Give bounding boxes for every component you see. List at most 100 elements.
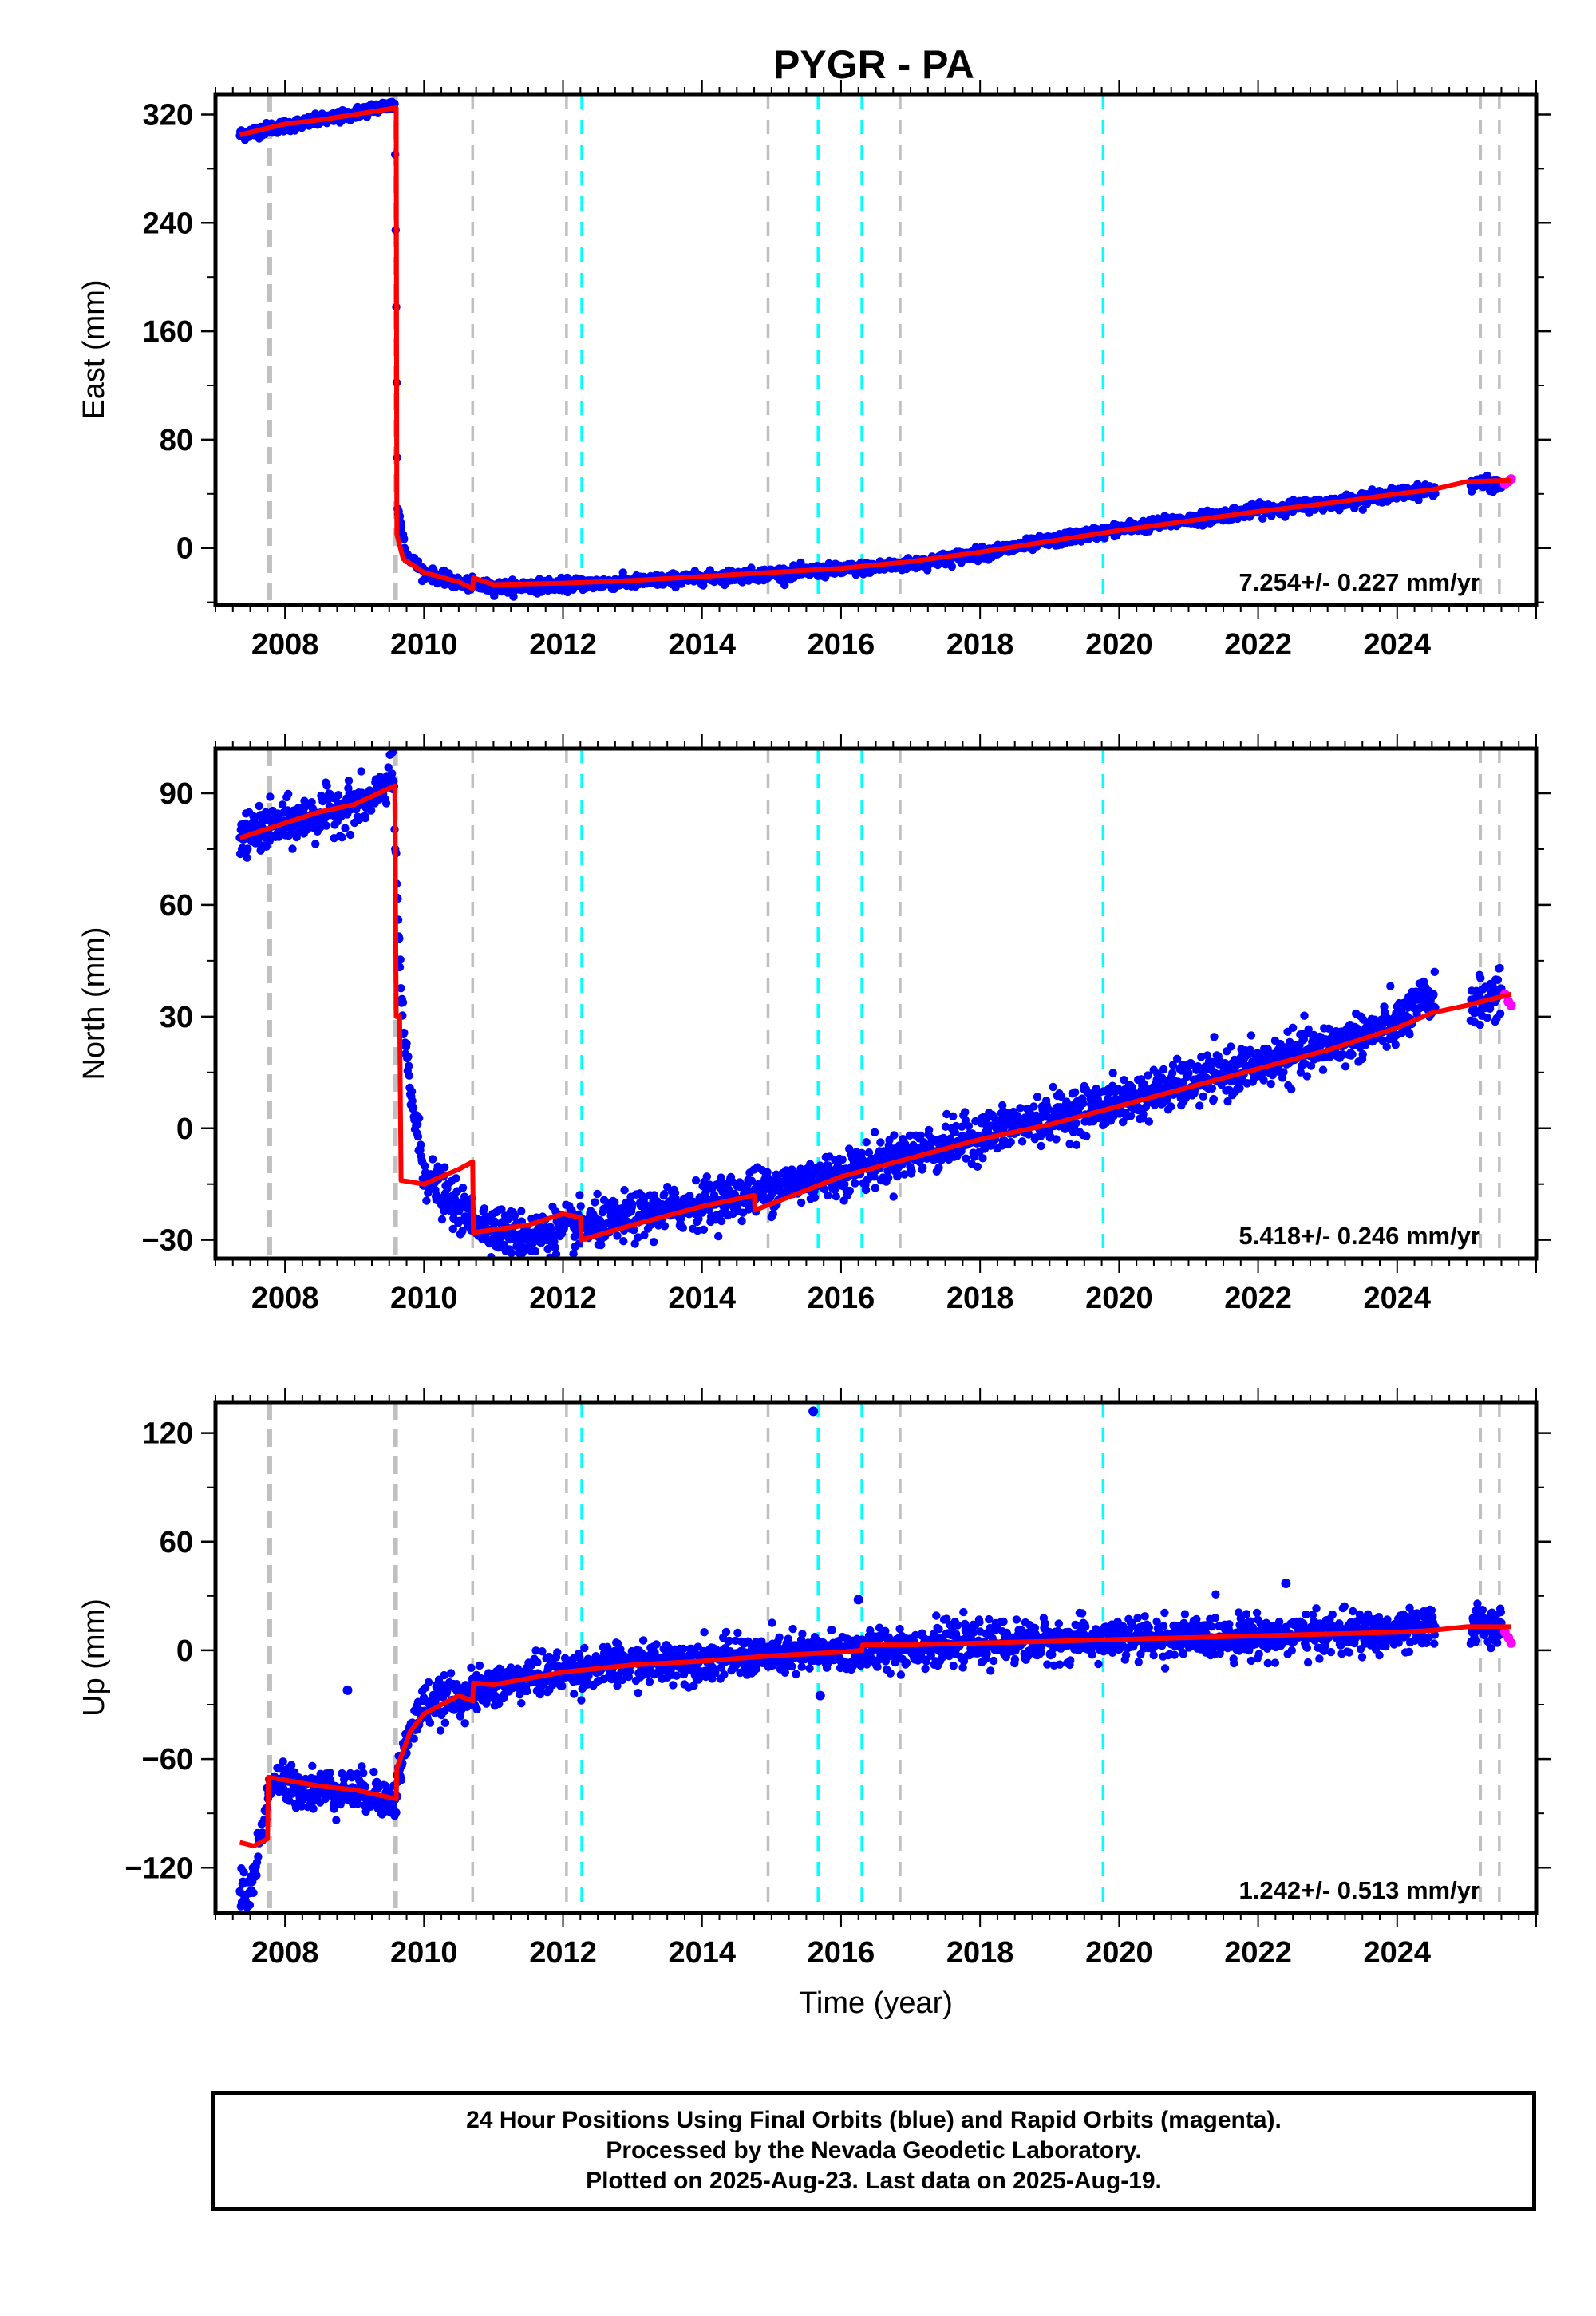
data-point xyxy=(1139,1109,1148,1119)
data-point xyxy=(301,802,310,811)
data-point xyxy=(1057,1093,1066,1101)
data-point xyxy=(962,1154,970,1163)
data-point xyxy=(334,791,343,800)
data-point xyxy=(1476,974,1485,982)
data-point xyxy=(717,1216,726,1226)
data-point xyxy=(949,1112,958,1121)
data-point xyxy=(591,1198,599,1207)
data-point xyxy=(747,1176,757,1185)
data-point xyxy=(1070,1088,1080,1097)
x-tick-label: 2016 xyxy=(808,628,875,662)
y-tick-label: −30 xyxy=(142,1224,193,1258)
data-point xyxy=(820,1184,829,1194)
data-point xyxy=(1430,967,1440,977)
data-point xyxy=(243,844,252,853)
data-point xyxy=(714,1231,723,1241)
data-point xyxy=(1223,1097,1232,1106)
data-point xyxy=(1378,1036,1387,1045)
data-point xyxy=(480,1204,489,1213)
data-point xyxy=(845,1186,855,1196)
data-point xyxy=(768,1210,777,1219)
data-point xyxy=(402,1039,411,1049)
data-point xyxy=(890,1131,899,1140)
y-tick-label: 90 xyxy=(160,777,193,811)
data-point xyxy=(634,1233,642,1242)
data-point xyxy=(1197,1053,1206,1061)
data-point xyxy=(691,1176,701,1185)
data-point xyxy=(702,1172,711,1181)
data-point xyxy=(452,1174,460,1183)
data-point xyxy=(440,1163,449,1172)
x-tick-label: 2014 xyxy=(668,628,736,662)
data-point xyxy=(400,535,409,543)
plot-area-north xyxy=(235,749,1516,1259)
data-point xyxy=(870,1172,879,1181)
data-point xyxy=(341,824,350,832)
data-point xyxy=(613,1231,622,1240)
data-point xyxy=(1382,1042,1391,1051)
data-point xyxy=(916,1131,925,1140)
data-point xyxy=(1016,1104,1025,1113)
data-point xyxy=(429,1155,437,1164)
data-point xyxy=(1072,1119,1080,1128)
data-point xyxy=(398,998,408,1007)
data-point xyxy=(1186,1058,1195,1068)
data-point xyxy=(397,524,406,532)
data-point xyxy=(458,1184,468,1192)
data-point xyxy=(405,1061,413,1070)
data-point xyxy=(307,798,316,807)
data-point xyxy=(425,1184,433,1193)
data-point xyxy=(640,1231,649,1240)
data-point xyxy=(361,813,370,823)
data-point xyxy=(973,1162,982,1172)
data-point xyxy=(451,1195,460,1204)
data-point xyxy=(397,984,405,993)
data-point xyxy=(1184,1069,1193,1077)
data-point xyxy=(1386,982,1395,990)
model-fit-line xyxy=(239,783,1512,1243)
data-point xyxy=(1301,1059,1310,1069)
data-point xyxy=(1429,990,1438,999)
data-point xyxy=(650,1238,658,1247)
data-point xyxy=(1199,1092,1208,1101)
data-point xyxy=(619,1237,628,1246)
data-point xyxy=(1195,1101,1204,1110)
x-tick-label: 2020 xyxy=(1085,628,1153,662)
data-point xyxy=(1082,1132,1091,1141)
data-point xyxy=(1135,1103,1144,1113)
data-point xyxy=(1168,1069,1177,1077)
data-point xyxy=(838,1155,847,1164)
data-point xyxy=(405,1071,413,1080)
data-point xyxy=(1348,1050,1357,1059)
y-axis-label: East (mm) xyxy=(77,279,111,419)
data-point xyxy=(907,1167,916,1176)
data-point xyxy=(1033,1093,1042,1101)
data-point xyxy=(1235,1084,1244,1093)
plot-area-east xyxy=(235,94,1516,605)
data-point xyxy=(677,1214,685,1223)
data-point xyxy=(998,1101,1007,1110)
plot-frame xyxy=(213,92,1539,607)
data-point xyxy=(699,1225,709,1235)
data-point xyxy=(507,1248,516,1258)
data-point xyxy=(1483,1013,1492,1022)
data-point xyxy=(575,1191,584,1199)
data-point xyxy=(1079,1099,1088,1108)
data-point xyxy=(630,1226,638,1235)
data-point xyxy=(407,1087,417,1096)
data-point xyxy=(942,1109,951,1119)
data-point xyxy=(1246,1045,1254,1054)
data-point xyxy=(593,1189,602,1199)
data-point xyxy=(241,819,250,828)
y-tick-label: 60 xyxy=(160,889,193,923)
data-point xyxy=(900,1170,909,1179)
x-tick-label: 2022 xyxy=(1224,628,1292,662)
data-point xyxy=(1072,1140,1081,1149)
data-point xyxy=(1062,1097,1071,1106)
data-point xyxy=(934,1163,943,1172)
data-point xyxy=(311,840,320,848)
data-point xyxy=(322,781,331,790)
data-point xyxy=(1024,1130,1033,1139)
data-point xyxy=(338,833,346,842)
